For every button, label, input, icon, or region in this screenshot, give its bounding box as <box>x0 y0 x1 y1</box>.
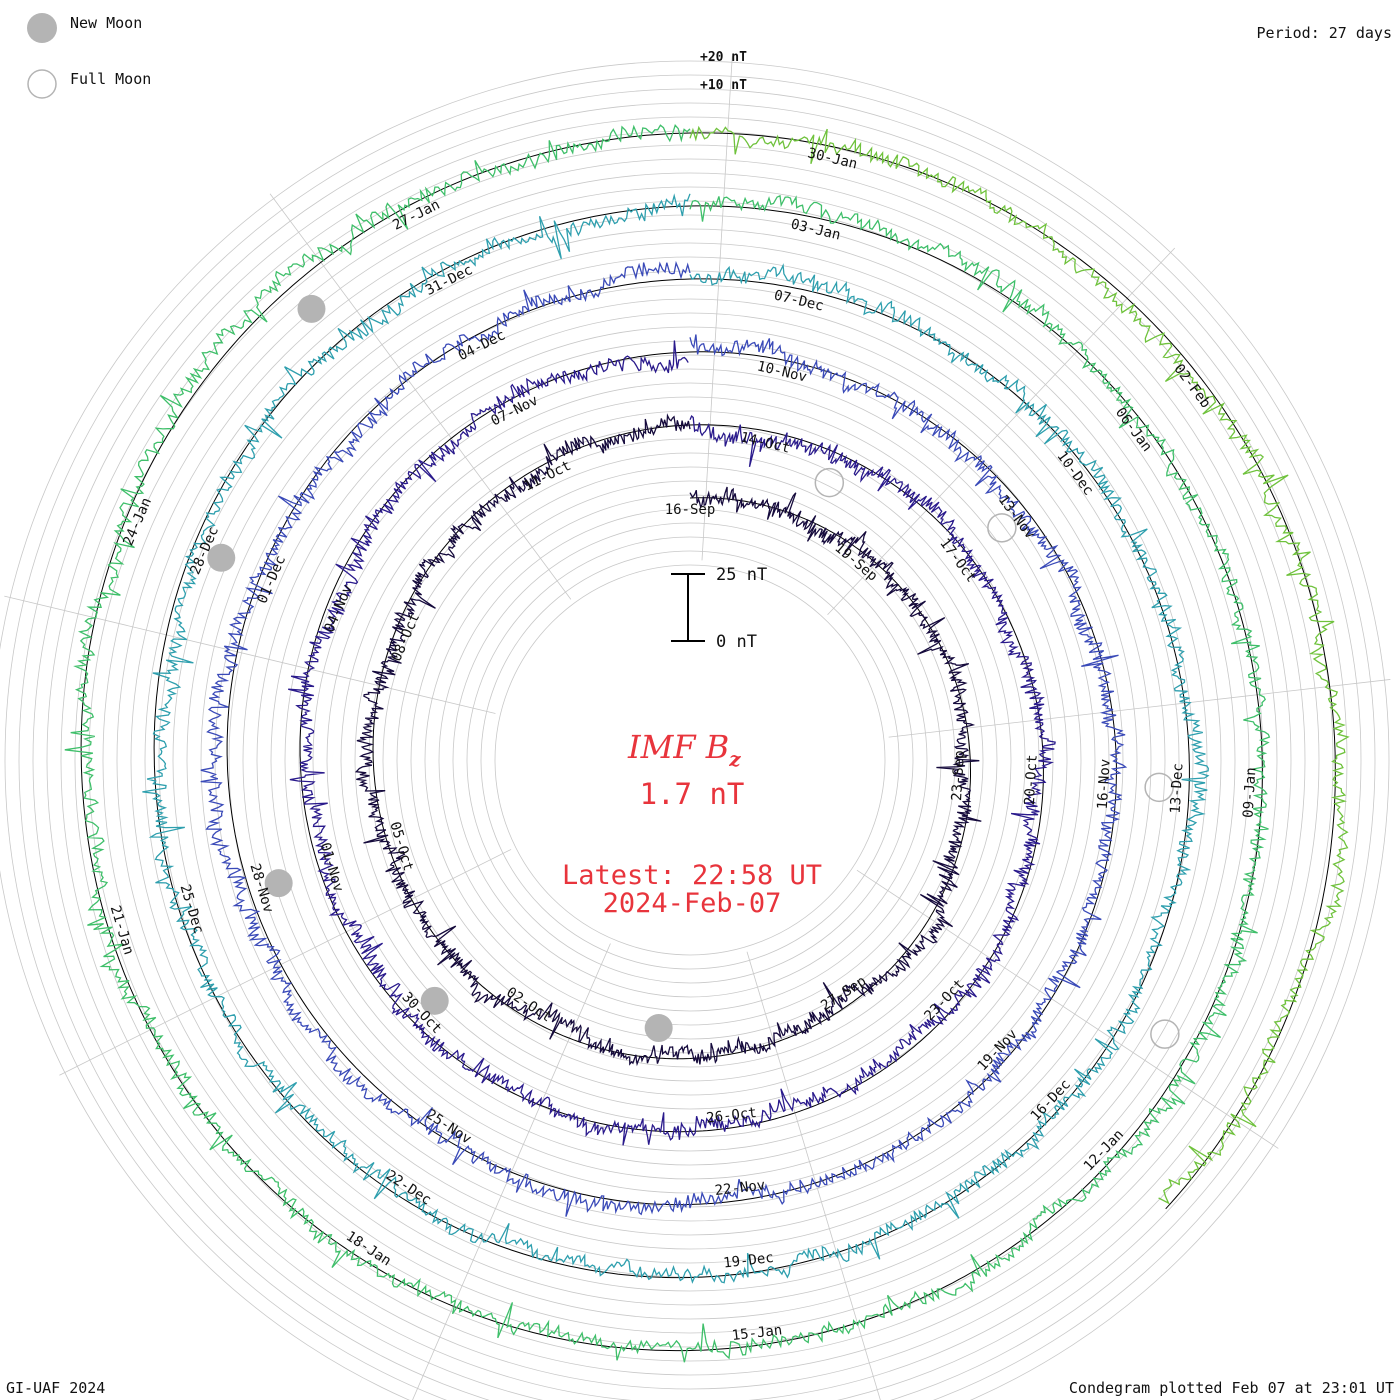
full-moon-marker <box>814 467 845 498</box>
current-value: 1.7 nT <box>640 777 745 811</box>
grid-ring <box>32 102 1348 1400</box>
ring-label-10: +10 nT <box>700 78 747 93</box>
grid-spoke <box>59 849 512 1076</box>
date-label: 03-Jan <box>789 216 842 243</box>
date-label: 19-Dec <box>722 1250 774 1272</box>
ring-label-20: +20 nT <box>700 50 747 65</box>
latest-time: Latest: 22:58 UT <box>562 860 822 891</box>
scale-bar-top-label: 25 nT <box>716 565 767 585</box>
date-label: 04-Nov <box>321 582 356 635</box>
grid-ring <box>466 536 914 984</box>
grid-spoke <box>827 247 1176 616</box>
grid-ring <box>424 494 956 1026</box>
grid-spoke <box>888 679 1391 738</box>
grid-ring <box>4 74 1376 1400</box>
grid-ring <box>186 256 1194 1264</box>
grid-ring <box>438 508 942 1012</box>
grid-ring <box>256 326 1124 1194</box>
grid-ring <box>228 298 1152 1222</box>
scale-bar-bottom-label: 0 nT <box>716 632 757 652</box>
full-moon-marker <box>987 513 1017 543</box>
new-moon-marker <box>207 543 236 572</box>
grid-ring <box>214 284 1166 1236</box>
date-label: 01-Nov <box>316 841 346 894</box>
grid-ring <box>480 550 900 970</box>
new-moon-marker <box>644 1014 673 1043</box>
grid-ring <box>494 564 886 956</box>
date-label: 01-Dec <box>254 553 289 606</box>
new-moon-marker <box>264 869 293 898</box>
footer-credit: GI-UAF 2024 <box>6 1379 105 1397</box>
grid-ring <box>326 396 1054 1124</box>
chart-title-sub: z <box>728 747 741 771</box>
footer-plotted: Condegram plotted Feb 07 at 23:01 UT <box>1069 1379 1394 1397</box>
period-label: Period: 27 days <box>1257 24 1392 42</box>
date-label: 23-Sep <box>949 750 968 801</box>
new-moon-marker <box>420 986 449 1015</box>
date-label: 10-Nov <box>755 358 808 385</box>
new-moon-icon <box>27 13 57 43</box>
bz-trace-rotation <box>354 413 982 1067</box>
grid-ring <box>46 116 1334 1400</box>
date-label: 09-Jan <box>1241 767 1260 818</box>
grid-spoke <box>856 869 1279 1149</box>
date-label: 15-Jan <box>731 1322 783 1344</box>
bz-trace-rotation <box>200 260 1128 1217</box>
grid-ring <box>130 200 1250 1320</box>
grid-ring <box>0 60 1390 1400</box>
grid-ring <box>88 158 1292 1362</box>
full-moon-marker <box>1150 1019 1180 1049</box>
date-label: 16-Sep <box>665 502 716 518</box>
scale-bar: 25 nT 0 nT <box>671 565 767 652</box>
grid-ring <box>74 144 1306 1376</box>
bz-trace-rotation <box>689 125 1350 1205</box>
bz-trace-rotation <box>64 124 1271 1363</box>
grid-ring <box>284 354 1096 1166</box>
grid-ring <box>382 452 998 1068</box>
grid-ring <box>396 466 984 1054</box>
moon-markers <box>207 294 1180 1049</box>
date-label: 13-Dec <box>1168 763 1187 814</box>
grid-ring <box>452 522 928 998</box>
grid-ring <box>298 368 1082 1152</box>
grid-spoke <box>701 56 733 561</box>
date-label: 11-Oct <box>521 458 573 495</box>
grid-ring <box>270 340 1110 1180</box>
bz-series <box>64 124 1350 1363</box>
grid-ring <box>144 214 1236 1306</box>
legend-full-moon: Full Moon <box>70 70 151 88</box>
full-moon-icon <box>27 69 57 99</box>
latest-date: 2024-Feb-07 <box>603 888 782 919</box>
grid-ring <box>102 172 1278 1348</box>
date-label: 26-Oct <box>706 1105 758 1127</box>
grid-ring <box>158 228 1222 1292</box>
chart-title: IMF Bz <box>627 728 741 771</box>
date-label: 20-Oct <box>1022 754 1041 805</box>
date-label: 21-Jan <box>107 904 137 957</box>
date-label: 22-Nov <box>714 1177 766 1199</box>
bz-trace-rotation <box>288 340 1056 1146</box>
bz-trace-rotation <box>142 193 1210 1284</box>
grid-ring <box>340 410 1040 1110</box>
date-label: 16-Nov <box>1095 758 1114 809</box>
grid-ring <box>60 130 1320 1390</box>
new-moon-marker <box>297 294 326 323</box>
radial-grid <box>0 56 1391 1400</box>
grid-spoke <box>4 595 496 714</box>
grid-ring <box>312 382 1068 1138</box>
grid-spoke <box>269 193 572 600</box>
grid-spoke <box>746 951 881 1400</box>
chart-title-main: IMF B <box>627 728 729 766</box>
full-moon-marker <box>1144 772 1174 803</box>
date-label: 30-Jan <box>806 145 859 172</box>
grid-spoke <box>412 943 611 1400</box>
grid-ring <box>18 88 1362 1400</box>
legend-new-moon: New Moon <box>70 14 142 32</box>
